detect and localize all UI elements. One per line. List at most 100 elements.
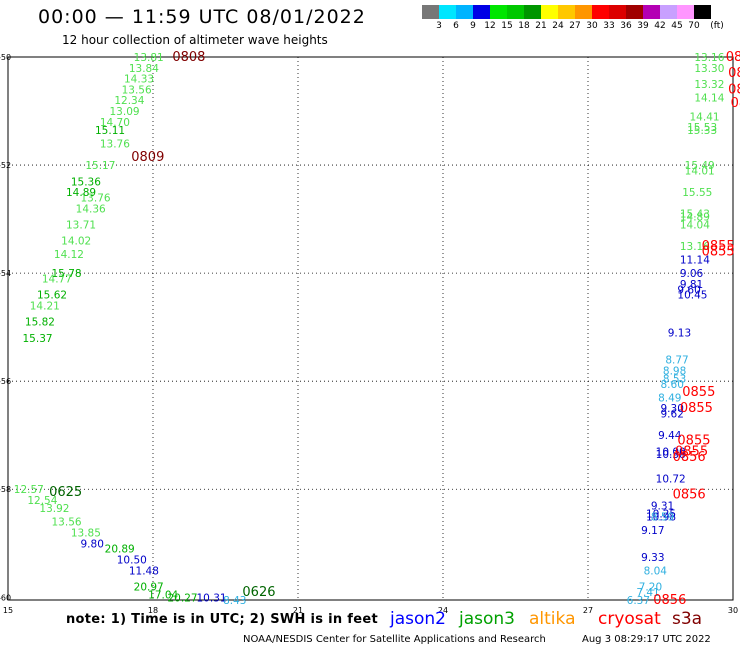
wave-height-label: 9.17 [641, 525, 664, 537]
wave-height-label: 7.20 [639, 581, 662, 593]
wave-height-label: 9.06 [680, 268, 704, 280]
wave-height-label: 9.31 [651, 500, 674, 512]
wave-height-label: 10.72 [656, 473, 686, 485]
x-tick-label: 27 [583, 606, 593, 615]
wave-height-label: 12.54 [27, 495, 57, 507]
wave-height-label: 13.16 [680, 241, 710, 253]
satellite-name-cryosat: cryosat [598, 609, 661, 629]
wave-height-label: 8.04 [644, 565, 668, 577]
wave-height-label: 10.00 [656, 446, 686, 458]
wave-height-label: 13.32 [694, 79, 724, 91]
pass-time-label: 0855 [702, 245, 735, 260]
legend-swatch [507, 5, 524, 19]
wave-height-label: 14.36 [76, 203, 106, 215]
pass-time-label: 0855 [680, 401, 713, 416]
wave-height-label: 10.38 [656, 449, 686, 461]
satellite-name-s3a: s3a [672, 609, 703, 629]
wave-height-label: 20.89 [105, 544, 135, 556]
wave-height-label: 8.60 [661, 379, 684, 391]
wave-height-label: 10.45 [677, 290, 707, 302]
legend-swatch [575, 5, 592, 19]
legend-swatch [677, 5, 694, 19]
wave-height-label: 13.09 [110, 106, 140, 118]
legend-swatch [558, 5, 575, 19]
legend-swatch [541, 5, 558, 19]
wave-height-label: 15.33 [687, 125, 717, 137]
x-tick-label: 30 [728, 606, 738, 615]
wave-height-label: 14.04 [680, 219, 710, 231]
pass-time-label: 0855 [702, 239, 735, 254]
wave-height-label: 15.11 [95, 125, 125, 137]
wave-height-label: 8.53 [663, 373, 686, 385]
x-tick-label: 24 [438, 606, 448, 615]
wave-height-label: 14.77 [42, 274, 72, 286]
legend-swatch [456, 5, 473, 19]
pass-time-label: 08 [726, 50, 740, 65]
legend-unit: (ft) [710, 21, 724, 31]
wave-height-label: 9.81 [680, 279, 703, 291]
wave-height-label: 9.33 [641, 552, 664, 564]
wave-height-label: 20.27 [168, 592, 198, 604]
pass-time-label: 0808 [172, 50, 205, 65]
legend-swatch [524, 5, 541, 19]
legend-swatch [592, 5, 609, 19]
page-title: 00:00 — 11:59 UTC 08/01/2022 [38, 6, 366, 28]
pass-time-label: 0809 [131, 150, 164, 165]
wave-height-label: 8.43 [223, 595, 246, 607]
legend-label: 33 [603, 21, 615, 31]
legend-label: 70 [688, 21, 700, 31]
wave-height-label: 8.49 [658, 392, 681, 404]
wave-height-label: 14.12 [54, 249, 84, 261]
wave-height-label: 13.92 [39, 503, 69, 515]
wave-height-label: 15.43 [680, 209, 710, 221]
legend-swatch [694, 5, 711, 19]
credit-line: NOAA/NESDIS Center for Satellite Applica… [243, 634, 546, 645]
wave-height-label: 13.84 [129, 63, 159, 75]
wave-height-label: 20.97 [134, 581, 164, 593]
x-tick-label: 18 [148, 606, 158, 615]
legend-swatch [609, 5, 626, 19]
wave-height-label: 15.36 [71, 176, 101, 188]
satellite-name-jason2: jason2 [390, 609, 446, 629]
legend-label: 42 [654, 21, 666, 31]
wave-height-label: 7.41 [636, 587, 659, 599]
legend-label: 6 [453, 21, 459, 31]
wave-height-label: 13.81 [134, 52, 164, 64]
wave-height-label: 14.41 [690, 111, 720, 123]
wave-height-label: 9.13 [668, 328, 691, 340]
legend-swatch [473, 5, 490, 19]
wave-height-label: 15.17 [85, 160, 115, 172]
pass-time-label: 08 [728, 66, 740, 81]
wave-height-label: 10.25 [646, 509, 676, 521]
pass-time-label: 0856 [673, 450, 706, 465]
y-tick-label: -56 [0, 377, 11, 386]
wave-height-label: 12.34 [114, 95, 144, 107]
satellite-name-jason3: jason3 [459, 609, 515, 629]
legend-label: 9 [470, 21, 476, 31]
pass-time-label: 0626 [242, 585, 275, 600]
legend-label: 12 [484, 21, 496, 31]
wave-height-label: 11.14 [680, 255, 710, 267]
wave-height-label: 13.30 [694, 63, 724, 75]
wave-height-label: 9.80 [81, 538, 104, 550]
legend-label: 3 [436, 21, 442, 31]
wave-height-label: 13.85 [71, 527, 101, 539]
legend-swatch [422, 5, 439, 19]
wave-height-label: 15.49 [685, 160, 715, 172]
wave-height-label: 13.16 [694, 52, 724, 64]
x-tick-label: 21 [293, 606, 303, 615]
y-tick-label: -60 [0, 593, 11, 602]
legend-label: 15 [501, 21, 513, 31]
pass-time-label: 0855 [675, 444, 708, 459]
wave-height-label: 14.33 [124, 74, 154, 86]
wave-height-label: 13.76 [100, 138, 130, 150]
wave-height-label: 14.21 [30, 301, 60, 313]
wave-height-label: 13.76 [81, 192, 111, 204]
legend-label: 18 [518, 21, 530, 31]
wave-height-label: 12.57 [14, 484, 44, 496]
wave-height-label: 14.14 [694, 93, 724, 105]
wave-height-label: 15.55 [682, 187, 712, 199]
wave-height-label: 15.62 [37, 290, 67, 302]
pass-time-label: 0855 [682, 385, 715, 400]
wave-height-label: 13.71 [66, 219, 96, 231]
